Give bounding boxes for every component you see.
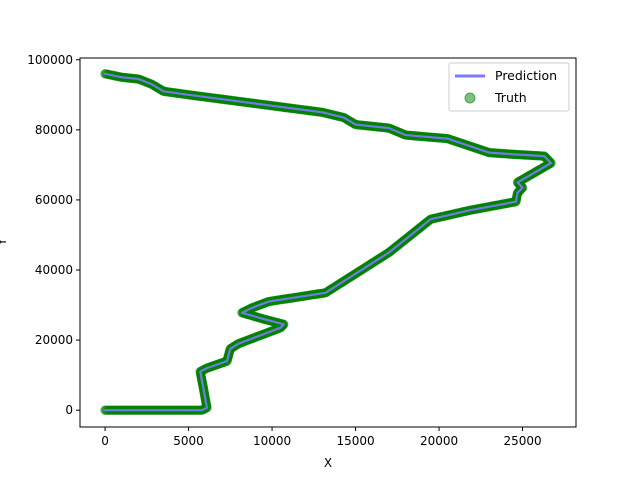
x-tick-label: 0 — [101, 434, 109, 448]
y-tick-label: 60000 — [35, 193, 73, 207]
legend-truth-label: Truth — [494, 90, 527, 105]
truth-series — [100, 69, 556, 415]
y-axis-ticks: 0 20000 40000 60000 80000 100000 — [27, 53, 80, 417]
y-axis-label: Y — [0, 238, 9, 247]
x-tick-label: 15000 — [336, 434, 374, 448]
legend-truth-swatch — [464, 92, 476, 104]
x-tick-label: 20000 — [420, 434, 458, 448]
x-axis-ticks: 0 5000 10000 15000 20000 25000 — [101, 427, 542, 448]
legend-prediction-label: Prediction — [495, 68, 557, 83]
y-tick-label: 0 — [65, 403, 73, 417]
prediction-series — [103, 72, 553, 412]
plot-frame — [79, 57, 577, 428]
x-tick-label: 25000 — [503, 434, 541, 448]
x-tick-label: 5000 — [173, 434, 204, 448]
y-tick-label: 100000 — [27, 53, 73, 67]
y-tick-label: 40000 — [35, 263, 73, 277]
x-axis-label: X — [324, 456, 332, 470]
y-tick-label: 20000 — [35, 333, 73, 347]
legend: Prediction Truth — [448, 62, 570, 112]
prediction-line — [103, 72, 553, 412]
x-tick-label: 10000 — [253, 434, 291, 448]
y-tick-label: 80000 — [35, 123, 73, 137]
